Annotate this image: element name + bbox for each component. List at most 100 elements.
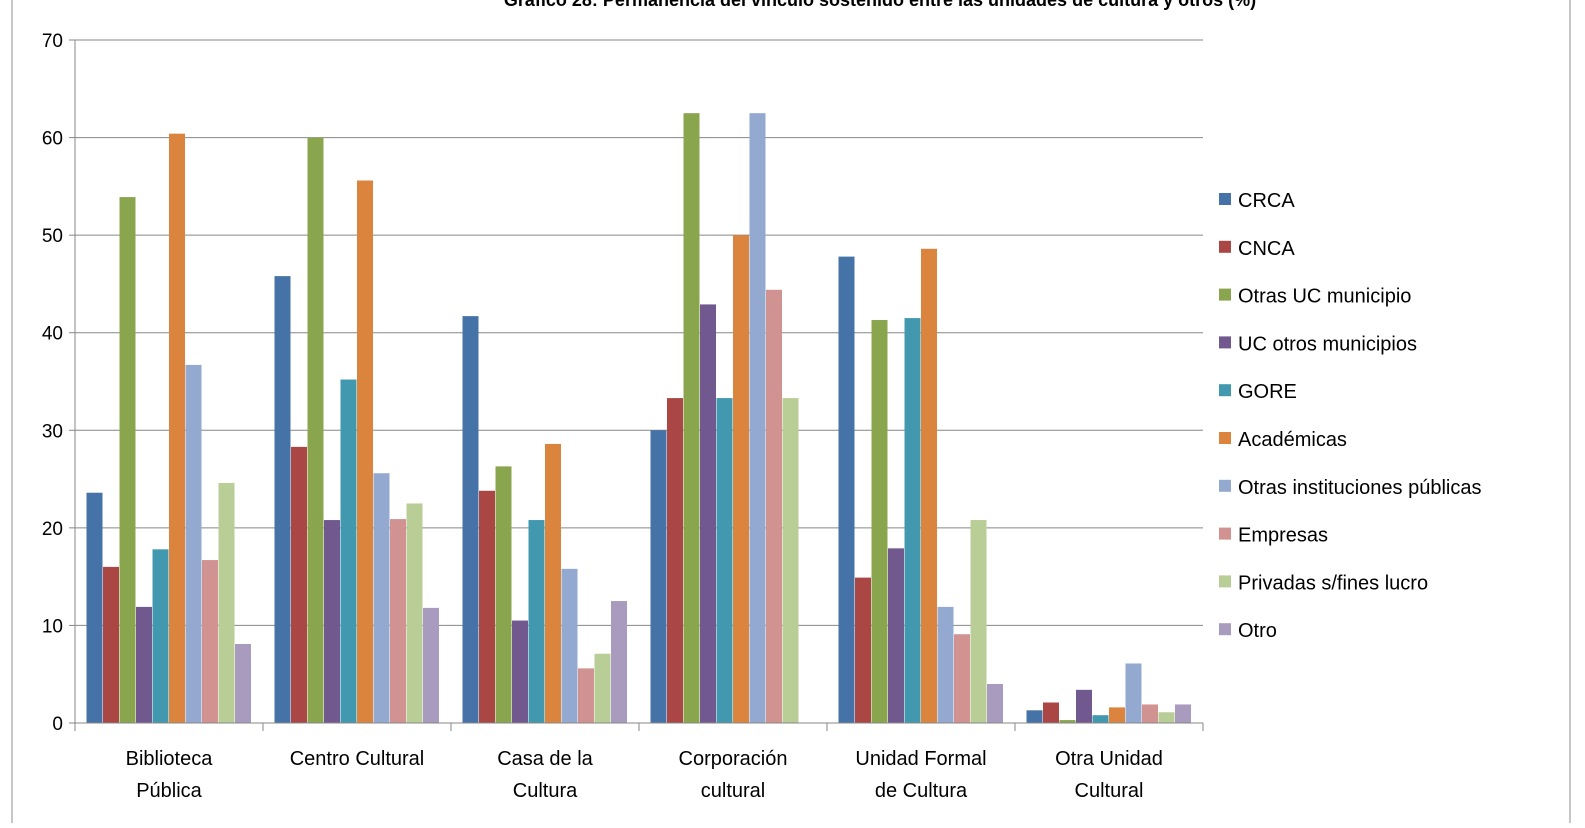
bar-uc-otros-municipios xyxy=(700,304,716,723)
y-tick-label: 40 xyxy=(42,324,63,345)
bar-cnca xyxy=(855,577,871,723)
axes: 0 10 20 30 40 50 60 70 Biblioteca Pública Centro C… xyxy=(42,31,1204,802)
bar-crca xyxy=(650,430,667,723)
x-category-label: Corporación xyxy=(679,748,788,770)
legend-label: Privadas s/fines lucro xyxy=(1238,572,1428,594)
legend-swatch xyxy=(1219,336,1231,349)
legend-label: Otro xyxy=(1238,620,1277,642)
bars xyxy=(86,113,1191,724)
bar-otras-instituciones-p-blicas xyxy=(373,473,390,723)
bar-cnca xyxy=(667,398,683,723)
legend-label: GORE xyxy=(1238,381,1297,403)
bar-privadas-s-fines-lucro xyxy=(1158,712,1175,723)
bar-acad-micas xyxy=(1109,707,1125,723)
bar-privadas-s-fines-lucro xyxy=(218,482,235,723)
legend-swatch xyxy=(1219,240,1231,253)
bar-otro xyxy=(987,683,1003,723)
legend: CRCA CNCA Otras UC municipio UC otros munic… xyxy=(1219,190,1481,642)
bar-privadas-s-fines-lucro xyxy=(782,398,799,723)
bar-uc-otros-municipios xyxy=(136,606,152,723)
y-tick-label: 30 xyxy=(42,421,63,442)
bar-acad-micas xyxy=(733,235,749,723)
bar-gore xyxy=(1092,715,1109,723)
bar-uc-otros-municipios xyxy=(888,548,904,723)
bar-gore xyxy=(716,398,733,723)
bar-empresas xyxy=(390,519,406,723)
bar-cnca xyxy=(291,446,307,723)
bar-acad-micas xyxy=(921,248,937,723)
bar-empresas xyxy=(954,634,970,723)
bar-otras-instituciones-p-blicas xyxy=(749,113,766,723)
y-tick-label: 70 xyxy=(42,31,63,52)
bar-otras-uc-municipio xyxy=(1059,720,1076,723)
bar-privadas-s-fines-lucro xyxy=(594,653,611,723)
legend-swatch xyxy=(1219,623,1231,636)
x-category-label: Casa de la xyxy=(497,748,593,770)
x-category-label: Centro Cultural xyxy=(290,748,425,770)
x-category-label: de Cultura xyxy=(875,780,968,802)
bar-gore xyxy=(904,318,921,723)
bar-cnca xyxy=(1043,702,1059,723)
y-tick-label: 10 xyxy=(42,616,63,637)
legend-swatch xyxy=(1219,384,1231,397)
bar-otras-uc-municipio xyxy=(307,137,324,724)
legend-label: CNCA xyxy=(1238,238,1295,260)
bar-cnca xyxy=(479,490,495,723)
legend-swatch xyxy=(1219,193,1231,205)
bar-crca xyxy=(86,492,103,723)
bar-crca xyxy=(1026,710,1043,723)
bar-uc-otros-municipios xyxy=(324,520,340,723)
chart-title: Gráfico 28: Permanencia del vínculo sost… xyxy=(504,0,1256,10)
bar-uc-otros-municipios xyxy=(512,620,528,723)
legend-label: Académicas xyxy=(1238,429,1347,451)
x-category-label: Cultura xyxy=(513,780,578,802)
bar-otras-instituciones-p-blicas xyxy=(1125,663,1142,723)
x-category-label: Pública xyxy=(136,780,202,802)
bar-otras-instituciones-p-blicas xyxy=(185,364,202,723)
bar-privadas-s-fines-lucro xyxy=(406,503,423,723)
bar-gore xyxy=(340,379,357,723)
bar-acad-micas xyxy=(545,443,561,723)
y-tick-label: 0 xyxy=(52,714,63,735)
bar-gore xyxy=(152,549,169,723)
x-category-label: Unidad Formal xyxy=(855,748,986,770)
legend-label: Empresas xyxy=(1238,525,1328,547)
bar-otro xyxy=(235,643,251,723)
x-category-label: Cultural xyxy=(1075,780,1144,802)
legend-swatch xyxy=(1219,575,1231,588)
legend-label: Otras UC municipio xyxy=(1238,286,1411,308)
legend-swatch xyxy=(1219,432,1231,444)
bar-gore xyxy=(528,520,545,723)
bar-cnca xyxy=(103,566,119,723)
bar-empresas xyxy=(578,668,594,723)
x-category-label: Biblioteca xyxy=(126,748,214,770)
legend-swatch xyxy=(1219,479,1231,492)
y-tick-label: 20 xyxy=(42,519,63,540)
bar-privadas-s-fines-lucro xyxy=(970,520,987,723)
legend-swatch xyxy=(1219,288,1231,301)
bar-crca xyxy=(838,256,855,723)
bar-otras-uc-municipio xyxy=(871,320,888,723)
bar-acad-micas xyxy=(357,180,373,723)
y-tick-label: 60 xyxy=(42,129,63,150)
bar-acad-micas xyxy=(169,133,185,723)
bar-empresas xyxy=(766,289,782,723)
bar-empresas xyxy=(202,560,218,723)
bar-crca xyxy=(462,316,479,723)
bar-otras-uc-municipio xyxy=(495,466,512,723)
x-category-label: Otra Unidad xyxy=(1055,748,1163,770)
bar-otras-instituciones-p-blicas xyxy=(561,568,578,723)
bar-otras-instituciones-p-blicas xyxy=(937,606,954,723)
bar-otro xyxy=(611,601,627,723)
bar-empresas xyxy=(1142,704,1158,723)
bar-crca xyxy=(274,276,291,723)
bar-otro xyxy=(1175,704,1191,723)
legend-label: CRCA xyxy=(1238,190,1295,212)
legend-swatch xyxy=(1219,527,1231,540)
bar-uc-otros-municipios xyxy=(1076,689,1092,723)
y-tick-label: 50 xyxy=(42,226,63,247)
x-category-label: cultural xyxy=(701,780,765,802)
grid-lines xyxy=(11,0,1571,823)
